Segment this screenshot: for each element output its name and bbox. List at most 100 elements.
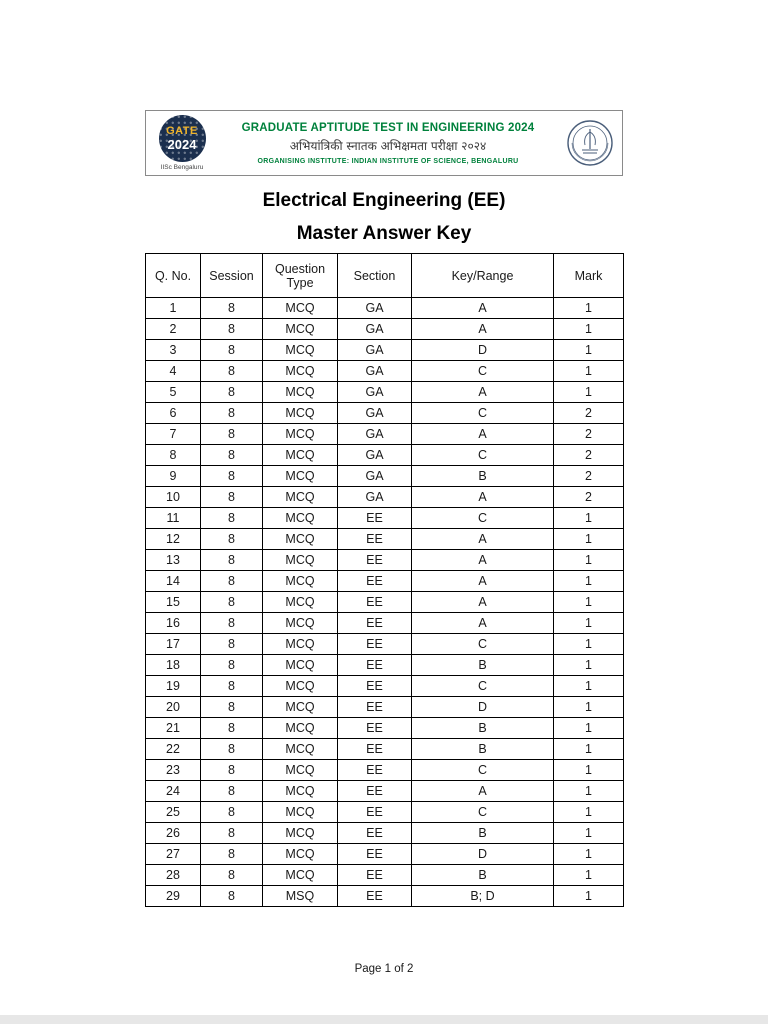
table-cell: 8 [200,633,263,655]
table-cell: 8 [200,570,263,592]
table-cell: 8 [200,297,263,319]
table-cell: MCQ [262,633,338,655]
table-row: 23 8 MCQ EE C 1 [145,759,624,781]
table-cell: EE [337,549,412,571]
table-cell: MCQ [262,654,338,676]
table-cell: MCQ [262,423,338,445]
table-cell: C [411,801,554,823]
table-cell: C [411,360,554,382]
table-cell: 19 [145,675,201,697]
table-cell: GA [337,297,412,319]
table-cell: 10 [145,486,201,508]
table-body: 1 8 MCQ GA A 1 2 8 MCQ GA A 1 3 8 MCQ GA D 1 4 8 MCQ GA C 1 5 8 MC… [145,297,624,907]
table-cell: 1 [553,360,624,382]
table-cell: C [411,675,554,697]
table-cell: MCQ [262,402,338,424]
col-header-qno: Q. No. [145,253,201,298]
table-row: 3 8 MCQ GA D 1 [145,339,624,361]
table-cell: 8 [200,759,263,781]
table-cell: 8 [200,381,263,403]
table-cell: C [411,507,554,529]
viewer-background-strip [0,1015,768,1024]
table-cell: 1 [553,843,624,865]
table-cell: 3 [145,339,201,361]
table-cell: 2 [553,444,624,466]
table-cell: A [411,612,554,634]
table-cell: 1 [145,297,201,319]
table-cell: EE [337,738,412,760]
table-cell: 8 [200,528,263,550]
table-cell: MCQ [262,738,338,760]
table-cell: EE [337,885,412,907]
table-cell: EE [337,528,412,550]
table-cell: 21 [145,717,201,739]
table-row: 4 8 MCQ GA C 1 [145,360,624,382]
table-cell: MCQ [262,381,338,403]
table-cell: A [411,318,554,340]
table-cell: 12 [145,528,201,550]
table-cell: 20 [145,696,201,718]
table-cell: 8 [200,360,263,382]
header-title-hindi: अभियांत्रिकी स्नातक अभिक्षमता परीक्षा २०… [289,138,487,153]
table-cell: 8 [200,843,263,865]
table-row: 10 8 MCQ GA A 2 [145,486,624,508]
table-cell: A [411,297,554,319]
gate-logo-text: GATE [166,125,198,137]
table-cell: B [411,717,554,739]
table-cell: 2 [553,423,624,445]
table-row: 12 8 MCQ EE A 1 [145,528,624,550]
table-cell: GA [337,360,412,382]
table-row: 21 8 MCQ EE B 1 [145,717,624,739]
table-cell: 8 [145,444,201,466]
table-cell: MCQ [262,780,338,802]
table-cell: 13 [145,549,201,571]
table-cell: 8 [200,864,263,886]
table-cell: MCQ [262,591,338,613]
header-text-block: GRADUATE APTITUDE TEST IN ENGINEERING 20… [213,122,563,165]
table-cell: EE [337,591,412,613]
col-header-mark: Mark [553,253,624,298]
table-cell: EE [337,696,412,718]
table-row: 15 8 MCQ EE A 1 [145,591,624,613]
col-header-session: Session [200,253,263,298]
table-cell: EE [337,654,412,676]
table-cell: EE [337,822,412,844]
table-cell: B [411,822,554,844]
table-cell: 8 [200,339,263,361]
table-cell: A [411,423,554,445]
table-row: 17 8 MCQ EE C 1 [145,633,624,655]
table-cell: C [411,759,554,781]
table-cell: 7 [145,423,201,445]
table-cell: 8 [200,402,263,424]
header-title-english: GRADUATE APTITUDE TEST IN ENGINEERING 20… [241,121,535,134]
table-cell: GA [337,423,412,445]
table-cell: MCQ [262,675,338,697]
table-cell: 8 [200,675,263,697]
table-cell: 2 [145,318,201,340]
table-cell: GA [337,486,412,508]
table-cell: MCQ [262,801,338,823]
table-cell: 1 [553,570,624,592]
iisc-emblem-icon [567,120,613,166]
table-cell: 1 [553,738,624,760]
table-cell: 8 [200,318,263,340]
table-cell: 1 [553,381,624,403]
table-cell: C [411,633,554,655]
table-cell: A [411,528,554,550]
table-cell: 28 [145,864,201,886]
table-cell: 5 [145,381,201,403]
table-cell: 1 [553,528,624,550]
table-cell: MCQ [262,570,338,592]
table-cell: B; D [411,885,554,907]
table-row: 5 8 MCQ GA A 1 [145,381,624,403]
table-cell: A [411,381,554,403]
table-row: 28 8 MCQ EE B 1 [145,864,624,886]
table-cell: 22 [145,738,201,760]
table-cell: 1 [553,696,624,718]
table-cell: A [411,591,554,613]
table-cell: 6 [145,402,201,424]
table-cell: EE [337,780,412,802]
table-row: 1 8 MCQ GA A 1 [145,297,624,319]
